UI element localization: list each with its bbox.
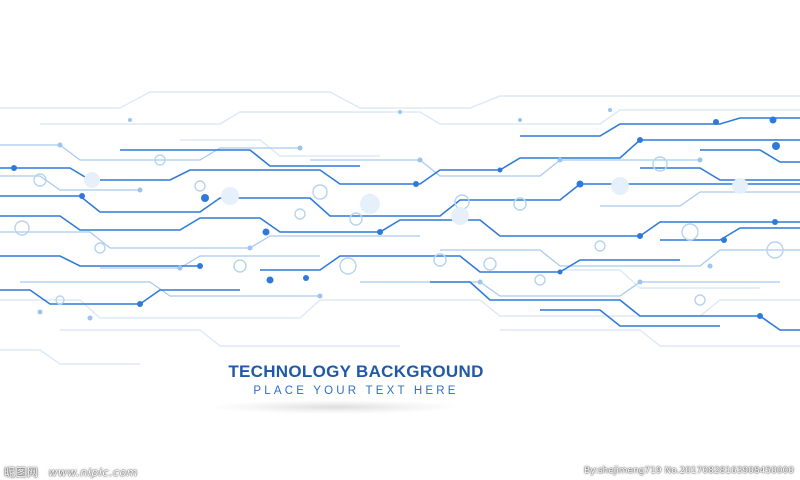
watermark-right: By:shejimeng719 No.20170828163908450000 [583, 466, 794, 476]
headline-block: TECHNOLOGY BACKGROUND PLACE YOUR TEXT HE… [0, 362, 800, 397]
watermark-left: 昵图网 www.nipic.com [4, 464, 138, 480]
main-trace-layer [0, 117, 800, 331]
light-dots [37, 108, 713, 321]
faint-trace-layer [0, 91, 800, 365]
headline-title: TECHNOLOGY BACKGROUND [228, 362, 484, 381]
watermark-site: www.nipic.com [48, 466, 138, 479]
headline-subtitle: PLACE YOUR TEXT HERE [253, 385, 459, 397]
text-shadow-decoration [210, 400, 460, 414]
watermark-brand: 昵图网 [4, 466, 39, 479]
glow-nodes [84, 172, 748, 225]
